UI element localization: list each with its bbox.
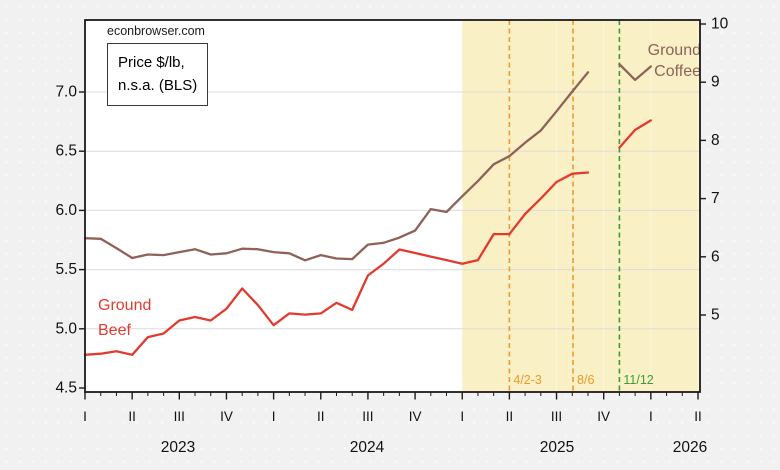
units-note-line2: n.s.a. (BLS) <box>118 77 198 95</box>
x-year-label: 2026 <box>673 439 707 456</box>
event-label: 11/12 <box>623 373 653 387</box>
event-label: 8/6 <box>577 373 594 387</box>
left-tick-label: 5.0 <box>55 320 77 337</box>
x-quarter-label: I <box>460 409 464 424</box>
x-quarter-label: II <box>317 409 325 424</box>
x-quarter-label: IV <box>409 409 422 424</box>
x-quarter-label: III <box>362 409 373 424</box>
units-note-box: Price $/lb, n.s.a. (BLS) <box>107 43 209 106</box>
x-quarter-label: I <box>272 409 276 424</box>
left-tick-label: 6.0 <box>55 202 77 219</box>
x-year-label: 2024 <box>350 439 385 456</box>
left-tick-label: 7.0 <box>55 84 77 101</box>
units-note-line1: Price $/lb, <box>118 54 185 71</box>
left-tick-label: 6.5 <box>55 143 77 160</box>
x-year-label: 2023 <box>161 439 195 456</box>
series-label-ground-beef: Beef <box>98 322 131 339</box>
right-tick-label: 5 <box>711 307 720 324</box>
left-tick-label: 5.5 <box>55 261 77 278</box>
x-quarter-label: IV <box>597 409 610 424</box>
right-tick-label: 7 <box>711 190 720 207</box>
event-label: 4/2-3 <box>513 373 542 387</box>
series-label-ground-coffee: Coffee <box>654 63 701 80</box>
series-label-ground-coffee: Ground <box>648 42 701 59</box>
right-tick-label: 8 <box>711 132 720 149</box>
x-quarter-label: I <box>649 409 653 424</box>
x-quarter-label: II <box>694 409 702 424</box>
series-line-ground-coffee <box>83 63 652 262</box>
x-quarter-label: II <box>128 409 136 424</box>
x-quarter-label: II <box>506 409 514 424</box>
left-tick-label: 4.5 <box>55 380 77 397</box>
x-quarter-label: I <box>83 409 87 424</box>
x-year-label: 2025 <box>540 439 574 456</box>
x-quarter-label: IV <box>220 409 233 424</box>
site-watermark: econbrowser.com <box>107 24 205 38</box>
series-label-ground-beef: Ground <box>98 297 151 314</box>
right-tick-label: 10 <box>711 16 729 33</box>
x-quarter-label: III <box>174 409 185 424</box>
plot-frame <box>84 19 701 393</box>
series-line-ground-beef <box>83 119 652 356</box>
right-tick-label: 9 <box>711 74 720 91</box>
right-tick-label: 6 <box>711 248 720 265</box>
x-quarter-label: III <box>551 409 562 424</box>
